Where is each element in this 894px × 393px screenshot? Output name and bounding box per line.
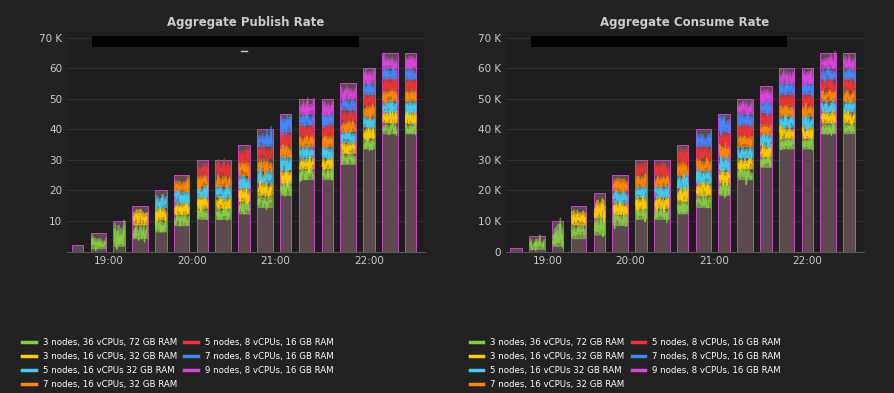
Bar xyxy=(155,190,166,252)
Bar xyxy=(72,245,83,252)
Bar xyxy=(404,53,416,252)
Bar xyxy=(132,206,148,252)
Bar xyxy=(530,36,786,47)
Bar xyxy=(238,145,249,252)
Bar xyxy=(778,68,794,252)
Bar xyxy=(299,99,314,252)
Bar xyxy=(570,206,586,252)
Bar xyxy=(197,160,208,252)
Bar xyxy=(528,236,544,252)
Bar xyxy=(611,175,628,252)
Bar xyxy=(173,175,190,252)
Bar xyxy=(842,53,854,252)
Bar xyxy=(321,99,333,252)
Bar xyxy=(635,160,646,252)
Bar xyxy=(820,53,835,252)
Bar xyxy=(510,248,521,252)
Bar xyxy=(737,99,752,252)
Bar xyxy=(676,145,687,252)
Title: Aggregate Publish Rate: Aggregate Publish Rate xyxy=(167,16,325,29)
Legend: 3 nodes, 36 vCPUs, 72 GB RAM, 3 nodes, 16 vCPUs, 32 GB RAM, 5 nodes, 16 vCPUs 32: 3 nodes, 36 vCPUs, 72 GB RAM, 3 nodes, 1… xyxy=(469,338,780,389)
Title: Aggregate Consume Rate: Aggregate Consume Rate xyxy=(599,16,769,29)
Legend: 3 nodes, 36 vCPUs, 72 GB RAM, 3 nodes, 16 vCPUs, 32 GB RAM, 5 nodes, 16 vCPUs 32: 3 nodes, 36 vCPUs, 72 GB RAM, 3 nodes, 1… xyxy=(22,338,333,389)
Bar xyxy=(382,53,397,252)
Bar xyxy=(654,160,669,252)
Bar xyxy=(280,114,291,252)
Bar xyxy=(759,86,771,252)
Bar xyxy=(92,36,358,47)
Bar xyxy=(90,233,106,252)
Bar xyxy=(718,114,730,252)
Bar xyxy=(363,68,375,252)
Bar xyxy=(215,160,231,252)
Bar xyxy=(801,68,813,252)
Bar xyxy=(593,193,604,252)
Bar xyxy=(552,221,563,252)
Bar xyxy=(257,129,273,252)
Bar xyxy=(695,129,711,252)
Bar xyxy=(340,83,356,252)
Bar xyxy=(114,221,125,252)
